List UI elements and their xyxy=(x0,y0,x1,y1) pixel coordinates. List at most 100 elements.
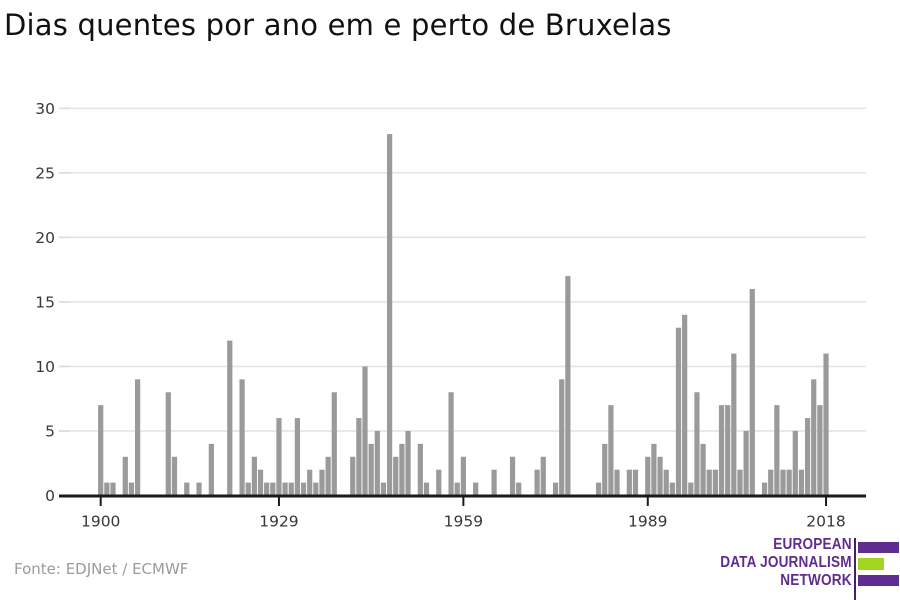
bar-1926[interactable] xyxy=(257,469,264,496)
bar-2004[interactable] xyxy=(737,469,743,496)
bar-1955[interactable] xyxy=(436,469,442,496)
bar-1991[interactable] xyxy=(657,456,663,496)
bar-2008[interactable] xyxy=(761,482,768,496)
bar-1904[interactable] xyxy=(122,456,128,496)
bar-1912[interactable] xyxy=(171,456,178,496)
bar-1937[interactable] xyxy=(325,456,331,496)
bar-1949[interactable] xyxy=(399,443,405,496)
bar-1961[interactable] xyxy=(473,482,479,496)
bar-1964[interactable] xyxy=(491,469,497,496)
bar-1932[interactable] xyxy=(294,418,301,496)
bars xyxy=(98,134,829,496)
bar-1933[interactable] xyxy=(300,482,307,496)
bar-1999[interactable] xyxy=(706,469,712,496)
bar-2006[interactable] xyxy=(749,288,755,496)
bar-1927[interactable] xyxy=(264,482,270,496)
bar-2014[interactable] xyxy=(798,469,805,496)
logo-line-network: NETWORK xyxy=(780,572,852,589)
bar-1948[interactable] xyxy=(393,456,399,496)
bar-1935[interactable] xyxy=(313,482,319,496)
bar-1983[interactable] xyxy=(608,405,614,496)
bar-1992[interactable] xyxy=(663,469,669,496)
bar-1900[interactable] xyxy=(98,405,104,496)
bar-1938[interactable] xyxy=(331,392,337,496)
bar-2015[interactable] xyxy=(804,418,811,496)
bar-1902[interactable] xyxy=(110,482,116,496)
bar-1958[interactable] xyxy=(454,482,460,496)
gridlines xyxy=(59,107,866,432)
logo-flag-bar-middle xyxy=(858,558,884,570)
bar-1976[interactable] xyxy=(565,276,571,496)
bar-1924[interactable] xyxy=(245,482,251,496)
bar-1918[interactable] xyxy=(208,443,214,496)
bar-1953[interactable] xyxy=(423,482,430,496)
bar-2010[interactable] xyxy=(774,405,780,496)
bar-1906[interactable] xyxy=(134,379,141,496)
bar-2013[interactable] xyxy=(792,430,798,496)
bar-2002[interactable] xyxy=(725,405,731,496)
bar-1945[interactable] xyxy=(374,430,380,496)
bar-1916[interactable] xyxy=(196,482,202,496)
logo-line-european: EUROPEAN xyxy=(773,536,852,553)
bar-1990[interactable] xyxy=(651,443,657,496)
bar-1901[interactable] xyxy=(104,482,110,496)
bar-1996[interactable] xyxy=(688,482,694,496)
bar-1957[interactable] xyxy=(448,392,454,496)
bar-1947[interactable] xyxy=(387,134,393,496)
bar-2005[interactable] xyxy=(743,430,749,496)
bar-2017[interactable] xyxy=(817,405,823,496)
x-axis-labels: 1900 1929 1959 1989 2018 xyxy=(81,497,846,531)
bar-1929[interactable] xyxy=(276,418,282,496)
tick-label: 25 xyxy=(35,164,55,182)
bar-1984[interactable] xyxy=(614,469,620,496)
bar-2003[interactable] xyxy=(731,353,737,496)
bar-1925[interactable] xyxy=(251,456,257,496)
bar-1930[interactable] xyxy=(282,482,288,496)
bar-1989[interactable] xyxy=(645,456,651,496)
bar-1941[interactable] xyxy=(350,456,356,496)
bar-1981[interactable] xyxy=(595,482,602,496)
bar-1928[interactable] xyxy=(270,482,276,496)
bar-1994[interactable] xyxy=(675,327,682,496)
bar-1959[interactable] xyxy=(460,456,466,496)
bar-1911[interactable] xyxy=(165,392,171,496)
bar-2018[interactable] xyxy=(823,353,829,496)
bar-1967[interactable] xyxy=(509,456,516,496)
bar-1950[interactable] xyxy=(405,430,411,496)
bar-1974[interactable] xyxy=(552,482,559,496)
bar-2009[interactable] xyxy=(768,469,774,496)
bar-1998[interactable] xyxy=(700,443,706,496)
bar-1923[interactable] xyxy=(239,379,245,496)
bar-2001[interactable] xyxy=(718,405,725,496)
bar-1931[interactable] xyxy=(288,482,294,496)
bar-1972[interactable] xyxy=(540,456,546,496)
bar-1936[interactable] xyxy=(319,469,325,496)
bar-1914[interactable] xyxy=(184,482,190,496)
bar-1997[interactable] xyxy=(694,392,700,496)
bar-1944[interactable] xyxy=(368,443,374,496)
bar-1995[interactable] xyxy=(682,314,688,496)
bar-1993[interactable] xyxy=(669,482,675,496)
bar-1921[interactable] xyxy=(227,340,233,496)
bar-2012[interactable] xyxy=(786,469,792,496)
tick-label: 1929 xyxy=(259,513,298,531)
bar-1905[interactable] xyxy=(128,482,135,496)
bar-1968[interactable] xyxy=(516,482,522,496)
logo-vertical-rule xyxy=(854,538,856,600)
bar-1987[interactable] xyxy=(632,469,639,496)
bar-1943[interactable] xyxy=(362,366,368,496)
bar-2016[interactable] xyxy=(811,379,817,496)
bar-2011[interactable] xyxy=(780,469,786,496)
bar-1986[interactable] xyxy=(626,469,632,496)
bar-1975[interactable] xyxy=(559,379,565,496)
bar-1934[interactable] xyxy=(307,469,313,496)
bar-1942[interactable] xyxy=(356,418,362,496)
bar-1952[interactable] xyxy=(417,443,423,496)
bar-1946[interactable] xyxy=(380,482,387,496)
bar-1982[interactable] xyxy=(602,443,608,496)
bar-1971[interactable] xyxy=(534,469,540,496)
bar-2000[interactable] xyxy=(712,469,718,496)
edjnet-logo-text: EUROPEAN DATA JOURNALISM NETWORK xyxy=(721,536,852,590)
